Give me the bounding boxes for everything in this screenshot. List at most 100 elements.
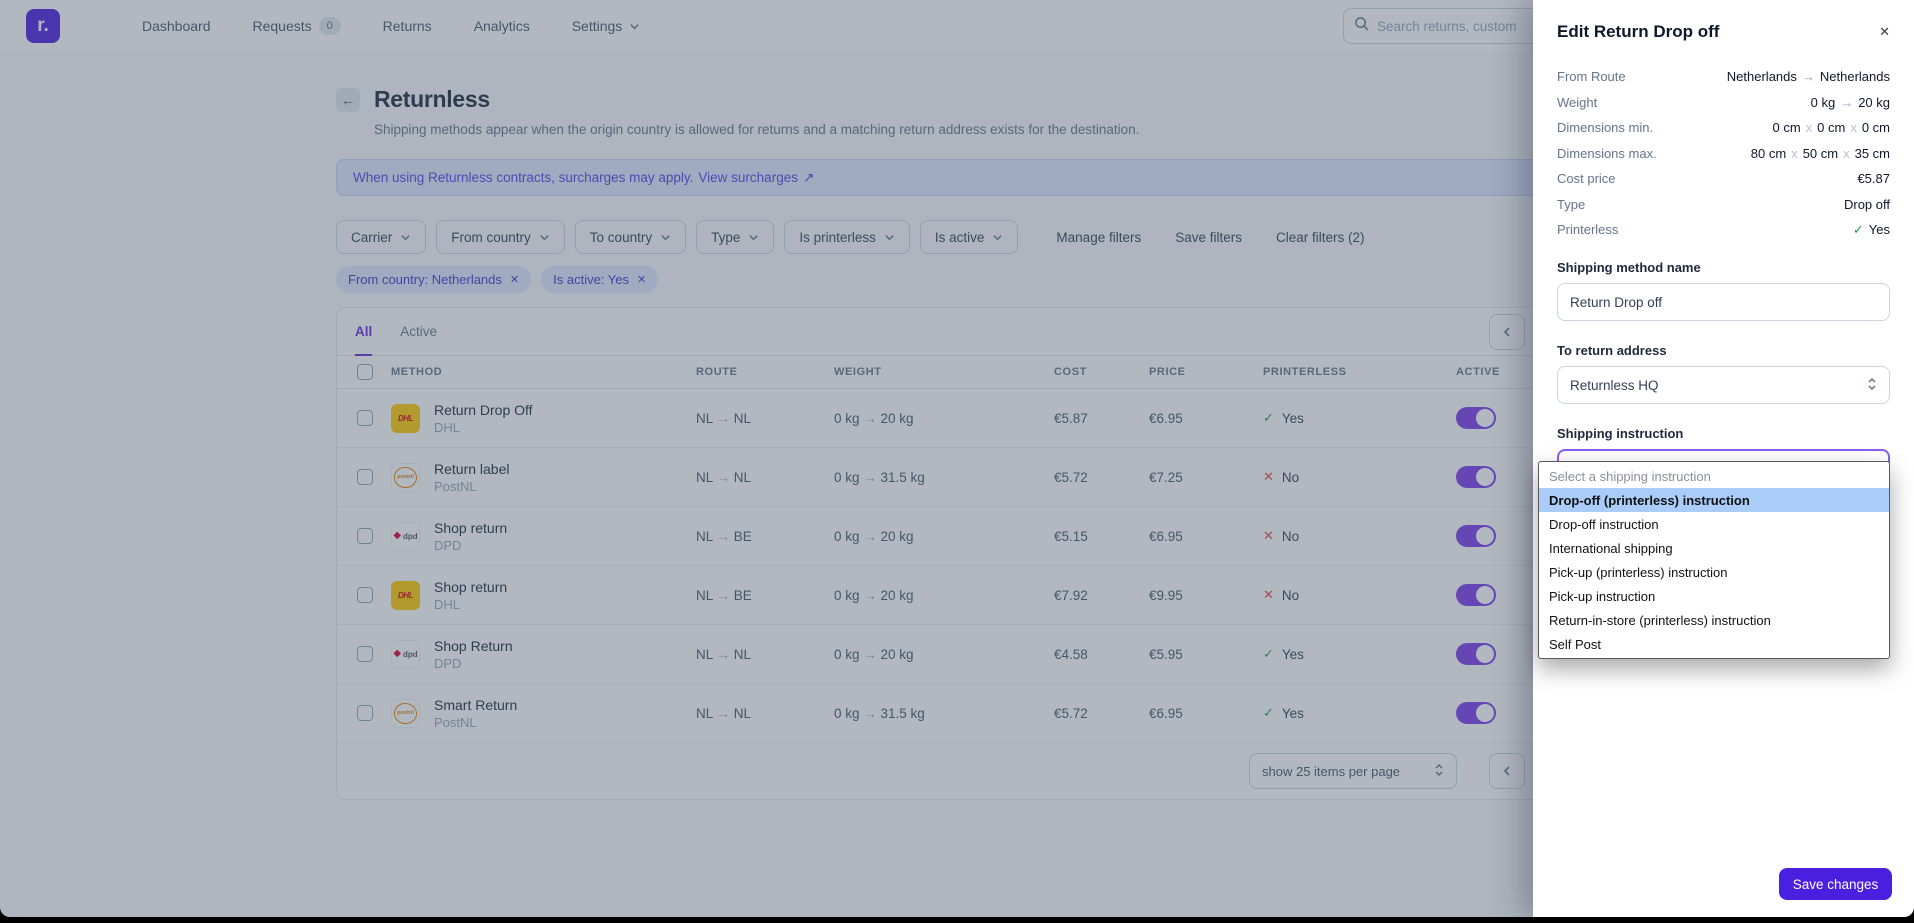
nav-item-returns[interactable]: Returns — [382, 18, 432, 34]
filter-from-country[interactable]: From country — [436, 220, 565, 254]
nav-item-requests[interactable]: Requests 0 — [253, 17, 341, 35]
active-toggle[interactable] — [1456, 466, 1496, 488]
save-button[interactable]: Save changes — [1779, 868, 1892, 900]
filter-is-printerless[interactable]: Is printerless — [784, 220, 910, 254]
filter-to-country[interactable]: To country — [574, 220, 687, 254]
dhl-logo: DHL — [391, 580, 420, 610]
active-toggle[interactable] — [1456, 584, 1496, 606]
view-surcharges-link[interactable]: View surcharges — [698, 170, 798, 185]
banner-text: When using Returnless contracts, surchar… — [353, 170, 694, 185]
active-toggle[interactable] — [1456, 407, 1496, 429]
dpd-logo: ◆ dpd — [391, 521, 420, 551]
external-link-icon: ↗ — [802, 169, 815, 185]
chip-from-country-netherlands[interactable]: From country: Netherlands ✕ — [336, 266, 532, 293]
printerless-value: ✕ No — [1263, 469, 1300, 485]
row-checkbox[interactable] — [357, 587, 373, 603]
filter-actions: Manage filters Save filters Clear filter… — [1056, 230, 1364, 245]
cost-value: €5.72 — [1054, 469, 1088, 485]
option-drop-off-instruction[interactable]: Drop-off instruction — [1549, 516, 1659, 532]
option-pick-up-instruction[interactable]: Pick-up instruction — [1549, 588, 1656, 604]
shipping-method-name-input[interactable] — [1557, 283, 1890, 321]
filter-type[interactable]: Type — [696, 220, 775, 254]
filter-bar: Carrier From country To country Type Is … — [336, 220, 1590, 254]
weight-value: 0 kg → 20 kg — [834, 410, 914, 426]
option-international-shipping[interactable]: International shipping — [1549, 540, 1673, 556]
page-subtitle: Shipping methods appear when the origin … — [374, 122, 1140, 137]
search-icon — [1354, 16, 1369, 36]
route-value: NL → NL — [696, 646, 752, 662]
row-checkbox[interactable] — [357, 528, 373, 544]
nav-item-settings[interactable]: Settings — [572, 18, 641, 34]
pagination-prev-button-bottom[interactable] — [1489, 753, 1525, 789]
price-value: €5.95 — [1149, 646, 1183, 662]
to-return-address-label: To return address — [1557, 343, 1667, 358]
nav-item-analytics[interactable]: Analytics — [473, 18, 530, 34]
select-updown-icon — [1867, 377, 1877, 394]
filter-is-active[interactable]: Is active — [919, 220, 1019, 254]
row-checkbox[interactable] — [357, 410, 373, 426]
chevron-down-icon — [748, 232, 759, 243]
close-icon[interactable]: ✕ — [1879, 24, 1890, 39]
select-all-checkbox[interactable] — [357, 364, 373, 380]
check-icon: ✓ — [1263, 646, 1274, 661]
cross-icon: ✕ — [1263, 528, 1274, 543]
table-footer: show 25 items per page — [337, 743, 1589, 800]
search-placeholder: Search returns, custom — [1377, 18, 1517, 34]
printerless-value: ✕ No — [1263, 587, 1300, 603]
back-button[interactable]: ← — [336, 87, 360, 112]
option-drop-off-printerless-instruction[interactable]: Drop-off (printerless) instruction — [1539, 488, 1889, 512]
tab-all[interactable]: All — [355, 308, 373, 356]
app-logo[interactable]: r. — [26, 9, 60, 43]
col-header-weight: WEIGHT — [834, 366, 882, 378]
cross-icon: ✕ — [1263, 469, 1274, 484]
chevron-down-icon — [992, 232, 1003, 243]
row-checkbox[interactable] — [357, 705, 373, 721]
option-self-post[interactable]: Self Post — [1549, 636, 1602, 652]
option-pick-up-printerless-instruction[interactable]: Pick-up (printerless) instruction — [1549, 564, 1728, 580]
printerless-value: ✓ Yes — [1263, 410, 1304, 426]
search-input[interactable]: Search returns, custom — [1343, 8, 1555, 44]
table-row: postnl Return label PostNL NL → NL 0 kg … — [337, 448, 1589, 507]
cost-value: €7.92 — [1054, 587, 1088, 603]
detail-dimensions-max: Dimensions max. 80 cm x 50 cm x 35 cm — [1557, 145, 1890, 161]
chip-is-active-yes[interactable]: Is active: Yes ✕ — [541, 266, 659, 293]
postnl-logo: postnl — [391, 698, 420, 728]
to-return-address-select[interactable]: Returnless HQ — [1557, 366, 1890, 404]
route-value: NL → NL — [696, 410, 752, 426]
pagination-prev-button[interactable] — [1489, 314, 1525, 350]
cross-icon: ✕ — [1263, 587, 1274, 602]
save-filters-button[interactable]: Save filters — [1175, 229, 1242, 245]
chevron-down-icon — [539, 232, 550, 243]
requests-count-badge: 0 — [318, 17, 341, 35]
manage-filters-button[interactable]: Manage filters — [1056, 229, 1142, 245]
active-toggle[interactable] — [1456, 525, 1496, 547]
remove-chip-icon[interactable]: ✕ — [637, 274, 647, 286]
printerless-value: ✕ No — [1263, 528, 1300, 544]
price-value: €6.95 — [1149, 705, 1183, 721]
tab-active[interactable]: Active — [400, 324, 438, 339]
shipping-instruction-dropdown: Select a shipping instruction Drop-off (… — [1538, 461, 1890, 659]
active-toggle[interactable] — [1456, 643, 1496, 665]
dpd-logo: ◆ dpd — [391, 639, 420, 669]
filter-carrier[interactable]: Carrier — [336, 220, 427, 254]
active-toggle[interactable] — [1456, 702, 1496, 724]
chevron-down-icon — [400, 232, 411, 243]
col-header-route: ROUTE — [696, 366, 738, 378]
option-return-in-store-printerless-instruction[interactable]: Return-in-store (printerless) instructio… — [1549, 612, 1771, 628]
row-checkbox[interactable] — [357, 646, 373, 662]
nav-item-dashboard[interactable]: Dashboard — [142, 18, 211, 34]
tabs: All Active — [355, 308, 438, 356]
carrier-name: PostNL — [434, 714, 477, 730]
printerless-value: ✓ Yes — [1263, 646, 1304, 662]
route-value: NL → NL — [696, 469, 752, 485]
cost-value: €5.87 — [1054, 410, 1088, 426]
carrier-name: PostNL — [434, 478, 477, 494]
weight-value: 0 kg → 20 kg — [834, 646, 914, 662]
clear-filters-2-button[interactable]: Clear filters (2) — [1276, 229, 1365, 245]
surcharge-banner: When using Returnless contracts, surchar… — [336, 159, 1590, 196]
col-header-active: ACTIVE — [1456, 366, 1500, 378]
items-per-page-select[interactable]: show 25 items per page — [1249, 753, 1457, 789]
option-select-a-shipping-instruction[interactable]: Select a shipping instruction — [1549, 468, 1711, 484]
remove-chip-icon[interactable]: ✕ — [509, 274, 520, 286]
row-checkbox[interactable] — [357, 469, 373, 485]
